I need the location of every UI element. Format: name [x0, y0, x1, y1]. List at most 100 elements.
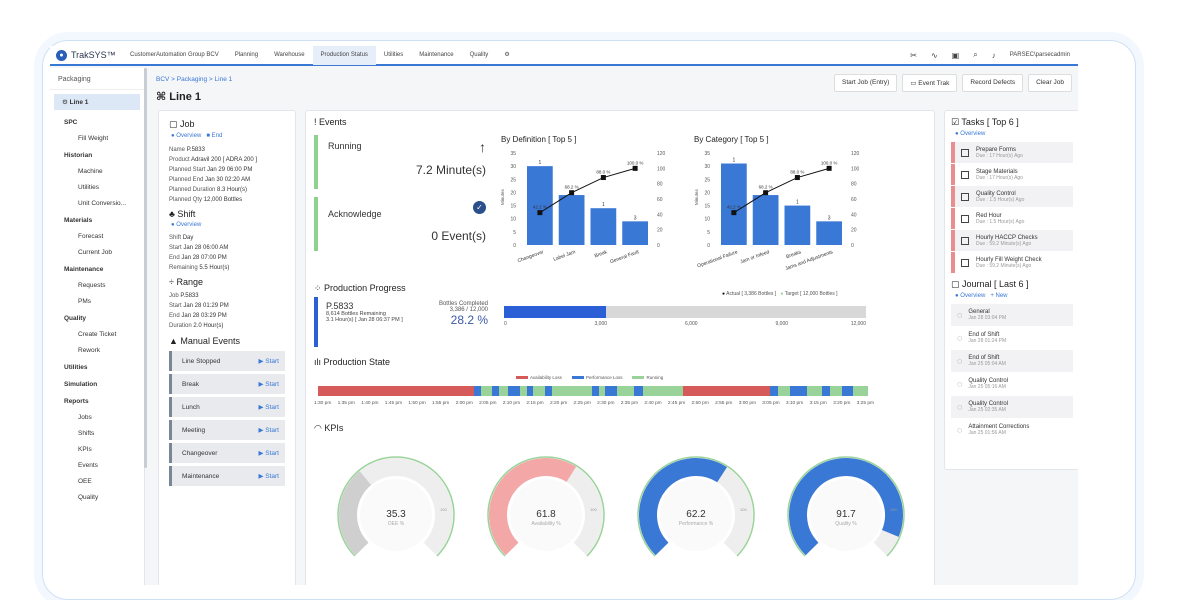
- state-segment[interactable]: [592, 386, 600, 396]
- state-segment[interactable]: [473, 386, 481, 396]
- sidebar-item[interactable]: Rework: [78, 347, 101, 354]
- task-checkbox[interactable]: [961, 258, 969, 267]
- sidebar-item[interactable]: Utilities: [64, 364, 88, 371]
- camera-icon[interactable]: ▣: [951, 50, 960, 60]
- journal-item[interactable]: ◌ General Jan 28 03:04 PM: [951, 304, 1073, 326]
- state-segment[interactable]: [318, 386, 474, 396]
- journal-overview-link[interactable]: Overview: [960, 293, 986, 299]
- clear-job-button[interactable]: Clear Job: [1028, 74, 1072, 92]
- sidebar-item[interactable]: Unit Conversio...: [78, 200, 127, 207]
- sidebar-item[interactable]: PMs: [78, 298, 91, 305]
- state-segment[interactable]: [769, 386, 779, 396]
- start-event-button[interactable]: ▶ Start: [258, 473, 279, 480]
- sidebar-item[interactable]: Jobs: [78, 414, 92, 421]
- search-icon[interactable]: ⌕: [973, 50, 978, 59]
- task-checkbox[interactable]: [961, 214, 969, 223]
- state-segment[interactable]: [480, 386, 493, 396]
- bell-icon[interactable]: ♪: [991, 50, 996, 60]
- start-event-button[interactable]: ▶ Start: [258, 358, 279, 365]
- state-segment[interactable]: [642, 386, 683, 396]
- state-segment[interactable]: [526, 386, 534, 396]
- journal-item[interactable]: ◌ Quality Control Jan 25 05:16 AM: [951, 373, 1073, 395]
- record-defects-button[interactable]: Record Defects: [962, 74, 1024, 92]
- state-segment[interactable]: [492, 386, 500, 396]
- nav-production-status[interactable]: Production Status: [312, 46, 376, 65]
- task-item[interactable]: Prepare Forms Due : 17 Hour(s) Ago: [951, 142, 1073, 163]
- running-card[interactable]: Running ↑ 7.2 Minute(s): [314, 135, 496, 189]
- sidebar-item[interactable]: Fill Weight: [78, 135, 109, 142]
- nav-warehouse[interactable]: Warehouse: [274, 52, 305, 58]
- task-checkbox[interactable]: [961, 170, 969, 179]
- nav-planning[interactable]: Planning: [234, 52, 259, 58]
- task-item[interactable]: Hourly HACCP Checks Due : 59.2 Minute(s) …: [951, 230, 1073, 251]
- job-end-link[interactable]: End: [211, 133, 223, 139]
- state-segment[interactable]: [778, 386, 790, 396]
- state-segment[interactable]: [605, 386, 617, 396]
- nav-maintenance[interactable]: Maintenance: [419, 52, 454, 58]
- sidebar-item[interactable]: Simulation: [64, 381, 98, 388]
- state-segment[interactable]: [633, 386, 643, 396]
- journal-item[interactable]: ◌ Quality Control Jan 25 02:35 AM: [951, 396, 1073, 418]
- state-segment[interactable]: [830, 386, 842, 396]
- journal-new-link[interactable]: New: [995, 293, 1008, 299]
- task-item[interactable]: Hourly Fill Weight Check Due : 59.2 Minut…: [951, 252, 1073, 273]
- sidebar-item[interactable]: OEE: [78, 478, 92, 485]
- brand-logo[interactable]: ● TrakSYS™: [50, 49, 122, 61]
- state-segment[interactable]: [544, 386, 552, 396]
- start-job-button[interactable]: Start Job (Entry): [834, 74, 898, 92]
- journal-item[interactable]: ◌ Attainment Corrections Jan 25 01:56 AM: [951, 419, 1073, 441]
- state-segment[interactable]: [551, 386, 593, 396]
- state-segment[interactable]: [508, 386, 520, 396]
- journal-item[interactable]: ◌ End of Shift Jan 28 01:24 PM: [951, 327, 1073, 349]
- task-item[interactable]: Red Hour Due : 1.5 Hour(s) Ago: [951, 208, 1073, 229]
- state-segment[interactable]: [682, 386, 770, 396]
- state-segment[interactable]: [599, 386, 606, 396]
- state-segment[interactable]: [616, 386, 634, 396]
- state-segment[interactable]: [807, 386, 822, 396]
- sidebar-item[interactable]: Requests: [78, 282, 106, 289]
- sidebar-scrollbar[interactable]: [144, 68, 147, 468]
- task-item[interactable]: Quality Control Due : 1.5 Hour(s) Ago: [951, 186, 1073, 207]
- state-segment[interactable]: [789, 386, 808, 396]
- acknowledge-card[interactable]: Acknowledge ✓ 0 Event(s): [314, 197, 496, 251]
- state-segment[interactable]: [841, 386, 854, 396]
- nav-quality[interactable]: Quality: [469, 52, 489, 58]
- task-checkbox[interactable]: [961, 236, 969, 245]
- shift-overview-link[interactable]: ● Overview: [171, 222, 202, 228]
- state-segment[interactable]: [533, 386, 545, 396]
- org-menu[interactable]: CustomerAutomation Group BCV: [130, 52, 219, 58]
- task-checkbox[interactable]: [961, 148, 969, 157]
- journal-item[interactable]: ◌ End of Shift Jan 25 05:04 AM: [951, 350, 1073, 372]
- sidebar-item[interactable]: Events: [78, 462, 98, 469]
- state-segment[interactable]: [519, 386, 527, 396]
- sidebar-item-line-1[interactable]: ⚙ Line 1: [54, 94, 140, 110]
- start-event-button[interactable]: ▶ Start: [258, 381, 279, 388]
- scissors-icon[interactable]: ✂: [910, 50, 917, 60]
- sidebar-item[interactable]: Utilities: [78, 184, 99, 191]
- sidebar-item[interactable]: Forecast: [78, 233, 104, 240]
- sidebar-item[interactable]: Quality: [78, 494, 99, 501]
- sidebar-item[interactable]: Quality: [64, 315, 87, 322]
- sidebar-item[interactable]: Machine: [78, 168, 103, 175]
- nav-settings-icon[interactable]: ⚙: [504, 52, 510, 58]
- sidebar-item[interactable]: Reports: [64, 398, 89, 405]
- sidebar-item[interactable]: Create Ticket: [78, 331, 117, 338]
- task-checkbox[interactable]: [961, 192, 969, 201]
- start-event-button[interactable]: ▶ Start: [258, 450, 279, 457]
- task-item[interactable]: Stage Materials Due : 17 Hour(s) Ago: [951, 164, 1073, 185]
- tasks-overview-link[interactable]: ● Overview: [955, 131, 986, 137]
- state-segment[interactable]: [853, 386, 868, 396]
- sidebar-item[interactable]: Maintenance: [64, 266, 104, 273]
- breadcrumb[interactable]: BCV > Packaging > Line 1: [156, 76, 233, 83]
- state-segment[interactable]: [499, 386, 509, 396]
- sidebar-item[interactable]: Historian: [64, 152, 93, 159]
- nav-utilities[interactable]: Utilities: [383, 52, 404, 58]
- pulse-icon[interactable]: ∿: [931, 50, 938, 60]
- event-trak-button[interactable]: ▭ Event Trak: [902, 74, 958, 92]
- user-name[interactable]: PARSEC\parsecadmin: [1009, 52, 1070, 58]
- sidebar-item[interactable]: SPC: [64, 119, 78, 126]
- sidebar-item[interactable]: Materials: [64, 217, 93, 224]
- job-overview-link[interactable]: Overview: [176, 133, 202, 139]
- sidebar-item[interactable]: Current Job: [78, 249, 112, 256]
- sidebar-item[interactable]: Shifts: [78, 430, 95, 437]
